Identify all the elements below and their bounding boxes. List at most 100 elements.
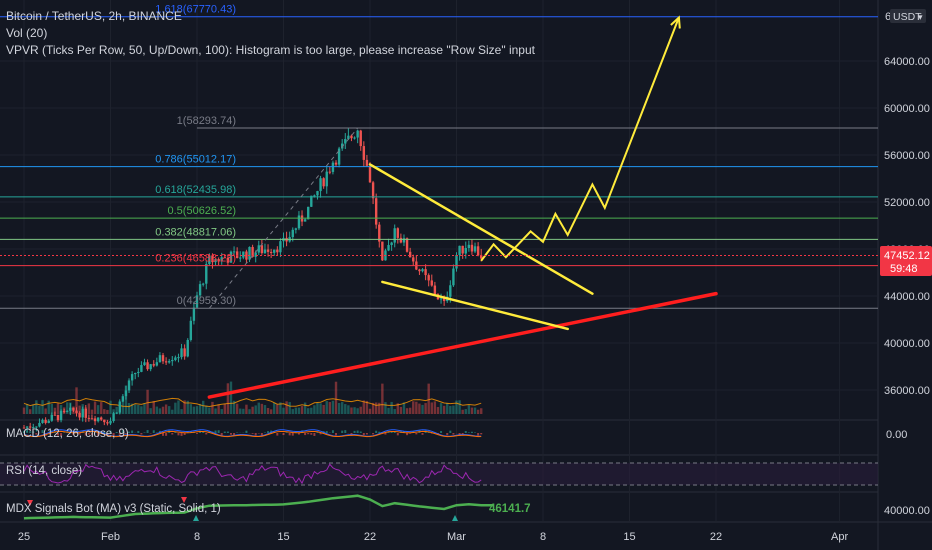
- volume-bar: [134, 404, 137, 414]
- fib-level-label: 0.786(55012.17): [155, 154, 236, 166]
- candle-body: [155, 362, 159, 366]
- vpvr-legend: VPVR (Ticks Per Row, 50, Up/Down, 100): …: [6, 43, 536, 57]
- time-tick-label: 8: [194, 531, 200, 543]
- candle-body: [174, 357, 177, 361]
- volume-bar: [93, 401, 97, 414]
- volume-bar: [294, 407, 298, 414]
- candle-body: [121, 396, 125, 402]
- volume-bar: [458, 400, 461, 414]
- macd-histogram-bar: [146, 430, 149, 433]
- candle-body: [276, 249, 279, 253]
- macd-legend: MACD (12, 26, close, 9): [6, 428, 129, 440]
- volume-ma-line: [23, 397, 482, 408]
- candle-body: [22, 427, 26, 429]
- macd-histogram-bar: [325, 431, 328, 433]
- buy-signal-icon: [193, 515, 199, 521]
- candle-body: [211, 255, 214, 263]
- candle-body: [140, 365, 143, 372]
- candle-body: [186, 339, 189, 357]
- macd-histogram-bar: [344, 430, 347, 433]
- volume-bar: [124, 385, 128, 414]
- candle-body: [100, 417, 103, 420]
- macd-histogram-bar: [480, 433, 483, 435]
- macd-histogram-bar: [90, 433, 93, 436]
- candle-body: [112, 413, 115, 422]
- wedge-lower-line[interactable]: [381, 280, 569, 331]
- candle-body: [331, 162, 335, 172]
- volume-bar: [378, 402, 381, 414]
- macd-histogram-bar: [87, 433, 90, 435]
- macd-histogram-bar: [359, 431, 362, 433]
- macd-histogram-bar: [205, 433, 208, 435]
- support-trend-line[interactable]: [207, 291, 718, 399]
- time-axis[interactable]: 25 Feb 8 15 22 Mar 8 15 22 Apr: [18, 531, 849, 543]
- macd-histogram-bar: [152, 430, 155, 433]
- candle-body: [381, 241, 384, 261]
- projection-path[interactable]: [480, 17, 680, 262]
- candle-body: [152, 364, 155, 366]
- candle-body: [365, 159, 369, 166]
- currency-dropdown-icon[interactable]: ▾: [918, 12, 923, 22]
- macd-histogram-bar: [297, 433, 300, 435]
- volume-bar: [371, 402, 375, 414]
- volume-bar: [78, 405, 81, 414]
- candle-body: [177, 357, 180, 359]
- macd-histogram-bar: [461, 433, 464, 435]
- candle-body: [273, 249, 276, 253]
- fib-level-label: 0.236(46583.23): [155, 253, 236, 265]
- fib-trend-line: [208, 127, 359, 309]
- candle-body: [371, 182, 375, 199]
- candle-body: [452, 268, 455, 286]
- volume-bar: [87, 403, 91, 414]
- macd-histogram-bar: [353, 430, 356, 433]
- volume-bar: [137, 404, 140, 414]
- wedge-upper-line[interactable]: [368, 163, 594, 295]
- macd-histogram-bar: [53, 432, 56, 433]
- volume-bar: [337, 402, 341, 414]
- candle-body: [171, 360, 174, 362]
- volume-bar: [149, 408, 152, 414]
- volume-bar: [174, 402, 177, 414]
- volume-bar: [56, 403, 60, 414]
- volume-bar: [393, 409, 396, 414]
- volume-bar: [44, 408, 47, 414]
- volume-bar: [214, 408, 217, 414]
- volume-bar: [41, 400, 44, 414]
- candle-body: [353, 137, 356, 139]
- macd-histogram-bar: [97, 433, 100, 436]
- mdx-value: 46141.7: [489, 503, 531, 515]
- fib-level-label: 0.5(50626.52): [168, 205, 237, 217]
- candle-body: [344, 139, 347, 144]
- macd-histogram-bar: [467, 432, 470, 433]
- candle-body: [307, 206, 310, 220]
- currency-badge[interactable]: [890, 9, 926, 23]
- volume-bar: [53, 407, 57, 414]
- candle-body: [294, 228, 298, 230]
- candle-body: [130, 374, 134, 381]
- volume-bar: [470, 407, 474, 414]
- candle-body: [50, 414, 54, 421]
- volume-legend: Vol (20): [6, 26, 47, 40]
- macd-histogram-bar: [288, 433, 291, 436]
- macd-histogram-bar: [406, 433, 409, 436]
- candle-body: [90, 418, 94, 420]
- candle-body: [279, 241, 282, 253]
- macd-histogram-bar: [128, 431, 131, 433]
- candle-body: [47, 420, 50, 423]
- rsi-line: [23, 463, 482, 485]
- candle-body: [480, 255, 483, 259]
- macd-histogram-bar: [109, 430, 112, 433]
- trend-drawings[interactable]: [0, 15, 878, 399]
- time-tick-label: 15: [277, 531, 289, 543]
- volume-bar: [291, 409, 294, 414]
- candle-body: [455, 255, 458, 269]
- volume-bar: [167, 406, 171, 414]
- fib-retracement[interactable]: 1.618(67770.43) 1(58293.74) 0.786(55012.17…: [0, 4, 878, 309]
- volume-bar: [208, 407, 211, 414]
- candle-body: [470, 244, 474, 252]
- candle-body: [337, 148, 341, 165]
- volume-bar: [368, 408, 372, 414]
- volume-bar: [186, 400, 189, 414]
- candle-body: [115, 412, 118, 414]
